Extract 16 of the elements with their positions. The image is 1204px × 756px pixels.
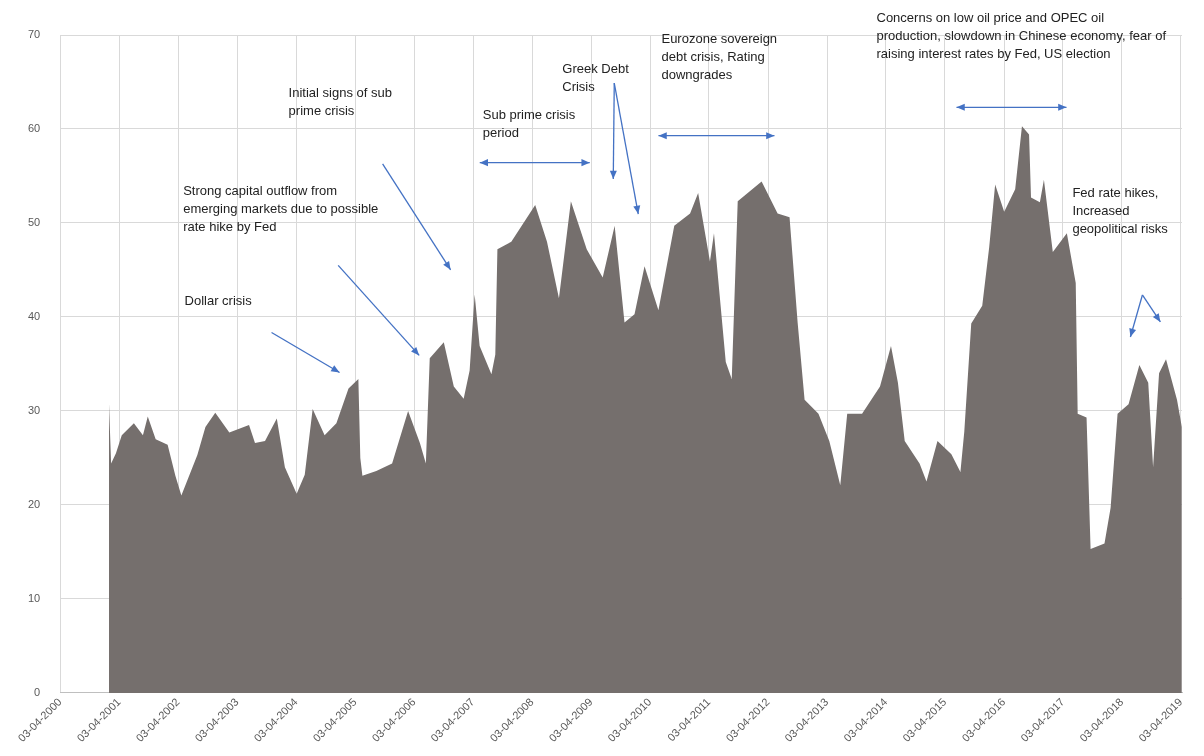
annotation: Dollar crisis <box>184 292 253 308</box>
annotation: Greek Debt Crisis <box>562 61 630 95</box>
annotation: Strong capital outflow from emerging markets due to possible rate hike by Fed <box>183 183 379 235</box>
y-tick-label: 60 <box>27 122 41 135</box>
y-tick-label: 10 <box>27 591 41 604</box>
annotation: Sub prime crisis period <box>482 106 576 140</box>
y-tick-label: 70 <box>27 28 41 41</box>
y-tick-label: 50 <box>27 216 41 228</box>
y-tick-label: 40 <box>27 309 41 322</box>
y-tick-label: 30 <box>27 403 41 416</box>
annotation: Eurozone sovereign debt crisis, Rating downgrades <box>661 30 778 82</box>
annotation: Initial signs of sub prime crisis <box>288 84 392 118</box>
y-tick-label: 0 <box>34 685 41 698</box>
annotation: Fed rate hikes, Increased geopolitical risks <box>1072 185 1169 237</box>
annotation: Concerns on low oil price and OPEC oil production, slowdown in Chinese economy, fear of raising interest rates by Fed, US election <box>876 10 1167 62</box>
y-tick-label: 20 <box>27 497 41 510</box>
